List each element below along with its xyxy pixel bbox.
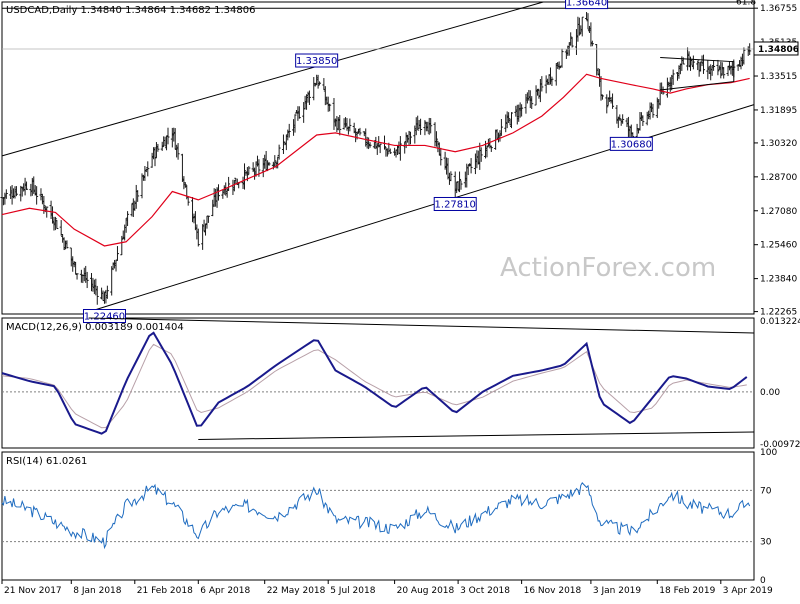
price-panel-frame — [1, 1, 755, 315]
date-axis-tick-label: 6 Apr 2018 — [200, 586, 250, 596]
date-axis-tick-label: 21 Nov 2017 — [4, 586, 62, 596]
watermark-text: ActionForex.com — [500, 253, 716, 283]
date-axis-tick-label: 18 Feb 2019 — [659, 586, 715, 596]
date-axis-tick-label: 5 Jul 2018 — [330, 586, 375, 596]
date-axis-tick-label: 20 Aug 2018 — [397, 586, 455, 596]
rsi-axis-tick-label: 0 — [760, 576, 766, 586]
swing-label-box — [609, 136, 653, 151]
macd-axis-tick-label: -0.009721 — [760, 440, 800, 450]
macd-axis-tick-label: 0.013224 — [760, 317, 800, 327]
swing-label: 1.27810 — [435, 199, 476, 210]
candles-group — [0, 12, 752, 305]
macd-panel-frame — [1, 317, 755, 449]
rsi-axis-tick-label: 70 — [760, 486, 772, 496]
date-axis-tick-label: 22 May 2018 — [267, 586, 326, 596]
date-axis-tick-label: 21 Feb 2018 — [137, 586, 193, 596]
date-axis-tick-label: 3 Oct 2018 — [460, 586, 510, 596]
macd-axis-tick-label: 0.00 — [760, 388, 780, 398]
rsi-axis-tick-label: 100 — [760, 448, 777, 458]
price-axis-tick-label: 1.36755 — [760, 4, 797, 14]
date-axis-tick-label: 3 Apr 2019 — [723, 586, 773, 596]
swing-label-box — [433, 196, 477, 211]
date-axis-tick-label: 8 Jan 2018 — [73, 586, 121, 596]
price-axis-tick-label: 1.30320 — [760, 139, 797, 149]
date-axis-tick-label: 3 Jan 2019 — [593, 586, 641, 596]
macd-label: MACD(12,26,9) 0.003189 0.001404 — [6, 322, 184, 333]
triangle-pattern — [660, 56, 735, 91]
fib-level-label: 61.8 — [736, 0, 756, 7]
rsi-panel-frame — [1, 451, 755, 581]
price-axis-tick-label: 1.25460 — [760, 241, 797, 251]
chart-header: USDCAD,Daily 1.34840 1.34864 1.34682 1.3… — [6, 5, 256, 16]
macd-upper-trendline — [88, 317, 755, 334]
last-price-label: 1.34806 — [758, 45, 799, 55]
rsi-label: RSI(14) 61.0261 — [6, 456, 87, 467]
macd-lower-trendline — [198, 431, 755, 440]
price-axis-tick-label: 1.22265 — [760, 308, 797, 318]
swing-label: 1.22460 — [84, 312, 125, 323]
swing-label: 1.30680 — [611, 139, 652, 150]
last-price-box — [753, 41, 799, 56]
swing-label-box — [295, 53, 339, 68]
rsi-line — [1, 482, 751, 550]
date-axis-tick-label: 16 Nov 2018 — [524, 586, 582, 596]
swing-label: 1.33850 — [296, 56, 337, 67]
price-axis-tick-label: 1.33515 — [760, 72, 797, 82]
price-axis-tick-label: 1.23840 — [760, 275, 797, 285]
swing-label: 1.36640 — [566, 0, 607, 9]
price-axis-tick-label: 1.27080 — [760, 207, 797, 217]
channel-upper-line — [1, 1, 544, 157]
macd-line — [1, 331, 748, 435]
price-axis-tick-label: 1.28700 — [760, 173, 797, 183]
price-axis-tick-label: 1.31895 — [760, 106, 797, 116]
swing-label-box — [565, 0, 609, 10]
swing-label-box — [82, 309, 126, 324]
moving-average-line — [1, 73, 750, 247]
rsi-axis-tick-label: 30 — [760, 538, 772, 548]
macd-signal-line — [1, 343, 747, 429]
